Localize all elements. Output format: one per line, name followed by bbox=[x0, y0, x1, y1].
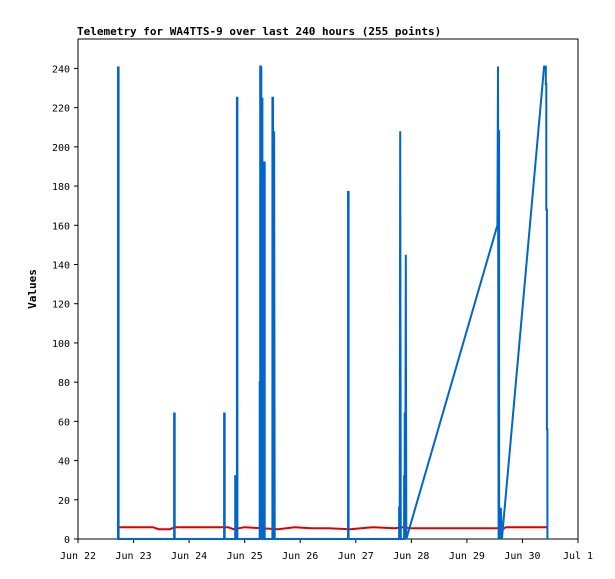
y-axis: 0 20 40 60 80 100 120 140 160 180 200 220 240 bbox=[52, 64, 78, 546]
y-tick-label: 20 bbox=[58, 496, 70, 507]
x-tick-label: Jun 22 bbox=[60, 551, 96, 562]
y-axis-label: Values bbox=[26, 269, 39, 309]
y-tick-label: 100 bbox=[52, 339, 70, 350]
x-tick-label: Jul 1 bbox=[563, 551, 593, 562]
y-tick-label: 220 bbox=[52, 104, 70, 115]
y-tick-label: 60 bbox=[58, 417, 70, 428]
y-tick-label: 160 bbox=[52, 221, 70, 232]
plot-area bbox=[77, 38, 579, 540]
x-tick-label: Jun 24 bbox=[171, 551, 207, 562]
y-tick-label: 240 bbox=[52, 64, 70, 75]
x-tick-label: Jun 26 bbox=[282, 551, 318, 562]
y-tick-label: 180 bbox=[52, 182, 70, 193]
y-tick-label: 40 bbox=[58, 457, 70, 468]
series-line-2 bbox=[117, 65, 549, 540]
x-tick-label: Jun 25 bbox=[227, 551, 263, 562]
x-tick-label: Jun 27 bbox=[338, 551, 374, 562]
chart-title: Telemetry for WA4TTS-9 over last 240 hou… bbox=[77, 25, 441, 38]
x-tick-label: Jun 29 bbox=[449, 551, 485, 562]
y-tick-label: 120 bbox=[52, 300, 70, 311]
x-tick-label: Jun 23 bbox=[115, 551, 151, 562]
y-tick-label: 140 bbox=[52, 260, 70, 271]
y-tick-label: 200 bbox=[52, 143, 70, 154]
x-tick-label: Jun 28 bbox=[393, 551, 429, 562]
series-group bbox=[117, 65, 549, 540]
x-tick-label: Jun 30 bbox=[504, 551, 540, 562]
y-tick-label: 0 bbox=[64, 535, 70, 546]
x-axis: Jun 22 Jun 23 Jun 24 Jun 25 Jun 26 Jun 27 Jun … bbox=[60, 539, 593, 562]
y-tick-label: 80 bbox=[58, 378, 70, 389]
